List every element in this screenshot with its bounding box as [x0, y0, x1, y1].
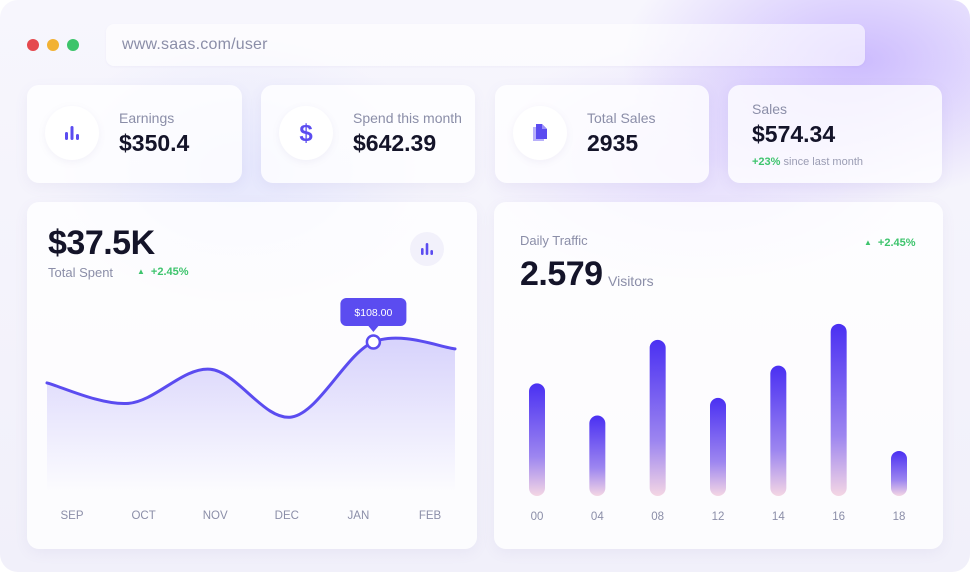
address-bar[interactable]: www.saas.com/user	[106, 24, 865, 66]
x-axis-label: 12	[712, 511, 725, 523]
chart-tooltip: $108.00	[340, 298, 407, 332]
traffic-bar[interactable]	[891, 450, 907, 496]
traffic-bar[interactable]	[649, 339, 666, 496]
x-axis-label: 14	[772, 511, 785, 523]
sales-change-percent: +23%	[752, 156, 781, 168]
document-icon	[513, 106, 567, 160]
total-spent-change: ▲ +2.45%	[137, 266, 189, 278]
tooltip-box	[340, 298, 407, 326]
address-url[interactable]: www.saas.com/user	[122, 36, 268, 53]
sales-value: $574.34	[752, 121, 836, 147]
total-spent-area	[47, 338, 455, 492]
x-axis-label: NOV	[203, 510, 228, 522]
daily-traffic-unit: Visitors	[608, 273, 654, 289]
sales-card: Sales $574.34 +23% since last month	[728, 85, 942, 183]
minimize-window-dot[interactable]	[47, 39, 59, 51]
tooltip-label: $108.00	[354, 307, 392, 319]
sales-label: Sales	[752, 101, 788, 117]
svg-text:$: $	[299, 120, 313, 146]
dollar-icon: $	[279, 106, 333, 160]
close-window-dot[interactable]	[27, 39, 39, 51]
daily-traffic-card: Daily Traffic ▲ +2.45% 2.579 Visitors 00 0…	[494, 202, 943, 549]
traffic-bar[interactable]	[830, 323, 847, 496]
sales-change: +23% since last month	[752, 156, 863, 168]
earnings-label: Earnings	[119, 110, 175, 126]
earnings-card: Earnings $350.4	[27, 85, 242, 183]
x-axis-label: JAN	[348, 510, 370, 522]
chart-options-button[interactable]	[410, 232, 444, 266]
traffic-bar[interactable]	[710, 397, 726, 496]
daily-traffic-change-value: +2.45%	[877, 237, 916, 249]
total-sales-value: 2935	[587, 130, 639, 156]
traffic-bar[interactable]	[770, 365, 787, 496]
earnings-value: $350.4	[119, 130, 190, 156]
spend-label: Spend this month	[353, 110, 462, 126]
highlight-point[interactable]	[365, 334, 382, 350]
x-axis-label: OCT	[131, 510, 155, 522]
daily-traffic-bar-chart: 00 04 08 12 14 16 18	[529, 323, 907, 523]
x-axis-label: DEC	[275, 510, 299, 522]
sales-change-text: since last month	[783, 156, 863, 168]
bar-chart-icon	[45, 106, 99, 160]
arrow-up-icon: ▲	[864, 238, 872, 247]
total-sales-card: Total Sales 2935	[495, 85, 709, 183]
bar-chart-icon	[421, 243, 433, 255]
x-axis-label: FEB	[419, 510, 442, 522]
daily-traffic-change: ▲ +2.45%	[864, 237, 916, 249]
total-spent-label: Total Spent	[48, 265, 114, 280]
x-axis-label: 04	[591, 511, 604, 523]
daily-traffic-value: 2.579	[520, 255, 603, 293]
traffic-bar[interactable]	[589, 415, 606, 496]
maximize-window-dot[interactable]	[67, 39, 79, 51]
total-spent-value: $37.5K	[48, 224, 155, 262]
total-sales-label: Total Sales	[587, 110, 656, 126]
total-spent-line-chart: $108.00 SEP OCT NOV DEC JAN FEB	[45, 298, 457, 522]
total-spent-card: $37.5K Total Spent ▲ +2.45% $108.00	[27, 202, 477, 549]
x-axis-label: 18	[893, 511, 906, 523]
spend-card: $ Spend this month $642.39	[261, 85, 475, 183]
arrow-up-icon: ▲	[137, 267, 145, 276]
total-spent-change-value: +2.45%	[150, 266, 189, 278]
spend-value: $642.39	[353, 130, 437, 156]
x-axis-label: 16	[832, 511, 845, 523]
tooltip-arrow	[368, 326, 379, 332]
daily-traffic-label: Daily Traffic	[520, 233, 588, 248]
x-axis-label: 00	[531, 511, 544, 523]
x-axis-label: 08	[651, 511, 664, 523]
traffic-bar[interactable]	[529, 383, 545, 496]
x-axis-label: SEP	[60, 510, 83, 522]
